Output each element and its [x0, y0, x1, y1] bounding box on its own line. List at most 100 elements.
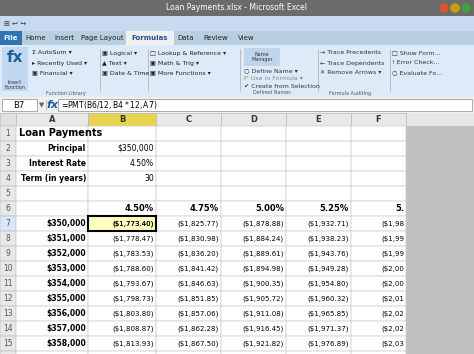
Text: Defined Names: Defined Names [253, 91, 291, 96]
Bar [221, 186, 286, 201]
Bar [88, 321, 156, 336]
Text: 13: 13 [3, 309, 13, 318]
Bar [221, 201, 286, 216]
Text: ($1,830.98): ($1,830.98) [177, 235, 219, 242]
Bar [16, 156, 88, 171]
Text: D: D [250, 115, 257, 124]
Text: ($1,916.45): ($1,916.45) [243, 325, 284, 332]
Text: Σ AutoSum ▾: Σ AutoSum ▾ [32, 51, 72, 56]
Bar [351, 186, 406, 201]
Bar [0, 231, 16, 246]
Bar [88, 216, 156, 231]
Bar [0, 141, 16, 156]
Bar [156, 216, 221, 231]
Text: ($1,783.53): ($1,783.53) [113, 250, 154, 257]
Bar [0, 126, 16, 141]
Text: ($1,960.32): ($1,960.32) [308, 295, 349, 302]
Bar [88, 113, 156, 126]
Text: 11: 11 [3, 279, 13, 288]
Text: ($1,803.80): ($1,803.80) [112, 310, 154, 317]
Text: $354,000: $354,000 [46, 279, 86, 288]
Text: ($1,884.24): ($1,884.24) [243, 235, 284, 242]
Text: Data: Data [178, 35, 194, 41]
Text: ($1,894.98): ($1,894.98) [243, 265, 284, 272]
Text: ($2,02: ($2,02 [381, 325, 404, 332]
Text: → Trace Precedents: → Trace Precedents [320, 51, 381, 56]
Text: 14: 14 [3, 324, 13, 333]
Bar [221, 291, 286, 306]
Bar [286, 231, 351, 246]
Bar [0, 336, 16, 351]
Text: $355,000: $355,000 [46, 294, 86, 303]
Text: Formulas: Formulas [132, 35, 168, 41]
Text: ($1,788.60): ($1,788.60) [112, 265, 154, 272]
Bar [16, 186, 88, 201]
Bar [221, 276, 286, 291]
Text: 5.00%: 5.00% [255, 204, 284, 213]
Bar [351, 321, 406, 336]
Text: ($1,954.80): ($1,954.80) [308, 280, 349, 287]
Bar [221, 246, 286, 261]
Text: ($1,911.08): ($1,911.08) [243, 310, 284, 317]
Bar [286, 201, 351, 216]
Bar [286, 276, 351, 291]
Bar [286, 321, 351, 336]
Circle shape [451, 4, 459, 12]
Bar [0, 113, 16, 126]
Bar [0, 321, 16, 336]
Text: 3: 3 [6, 159, 10, 168]
Bar [351, 216, 406, 231]
Text: ▣ Logical ▾: ▣ Logical ▾ [102, 51, 137, 56]
Bar [286, 141, 351, 156]
Text: ($1,836.20): ($1,836.20) [178, 250, 219, 257]
Bar [351, 126, 406, 141]
Bar [16, 246, 88, 261]
Text: ($1,867.50): ($1,867.50) [178, 340, 219, 347]
Bar [16, 171, 88, 186]
Text: ○ Evaluate Fo...: ○ Evaluate Fo... [392, 70, 442, 75]
Text: ($1,921.82): ($1,921.82) [243, 340, 284, 347]
Text: ▲ Text ▾: ▲ Text ▾ [102, 61, 127, 65]
Bar [286, 126, 351, 141]
Text: ($1,773.40): ($1,773.40) [113, 220, 154, 227]
Text: 4.50%: 4.50% [125, 204, 154, 213]
Text: ($2,00: ($2,00 [381, 280, 404, 287]
Text: Term (in years): Term (in years) [21, 174, 86, 183]
Bar [88, 186, 156, 201]
Bar [0, 16, 474, 31]
Bar [286, 171, 351, 186]
Text: 4.75%: 4.75% [190, 204, 219, 213]
Bar [221, 141, 286, 156]
Bar [156, 246, 221, 261]
Text: =PMT(B$6/12,$B$4*12,$A7): =PMT(B$6/12,$B$4*12,$A7) [61, 99, 157, 111]
Text: ($1,932.71): ($1,932.71) [308, 220, 349, 227]
Text: 4: 4 [6, 174, 10, 183]
Bar [16, 126, 88, 141]
Text: ($1,778.47): ($1,778.47) [113, 235, 154, 242]
Text: $350,000: $350,000 [46, 219, 86, 228]
Text: 9: 9 [6, 249, 10, 258]
Bar [2, 99, 37, 111]
Circle shape [440, 4, 448, 12]
Text: B: B [119, 115, 125, 124]
Bar [0, 246, 16, 261]
Bar [88, 351, 156, 354]
Bar [221, 216, 286, 231]
Text: Name
Manager: Name Manager [251, 52, 273, 62]
Text: F: F [376, 115, 381, 124]
Text: 7: 7 [6, 219, 10, 228]
Bar [221, 231, 286, 246]
Bar [156, 276, 221, 291]
Bar [156, 186, 221, 201]
Text: fx: fx [46, 100, 58, 110]
Text: $353,000: $353,000 [46, 264, 86, 273]
Text: ▣ Financial ▾: ▣ Financial ▾ [32, 70, 73, 75]
Bar [0, 97, 474, 113]
Text: ($1,813.93): ($1,813.93) [112, 340, 154, 347]
Text: ($2,02: ($2,02 [381, 310, 404, 317]
Bar [221, 113, 286, 126]
Text: ($1,846.63): ($1,846.63) [178, 280, 219, 287]
Text: 30: 30 [144, 174, 154, 183]
Bar [88, 216, 156, 231]
Text: ($1,949.28): ($1,949.28) [308, 265, 349, 272]
